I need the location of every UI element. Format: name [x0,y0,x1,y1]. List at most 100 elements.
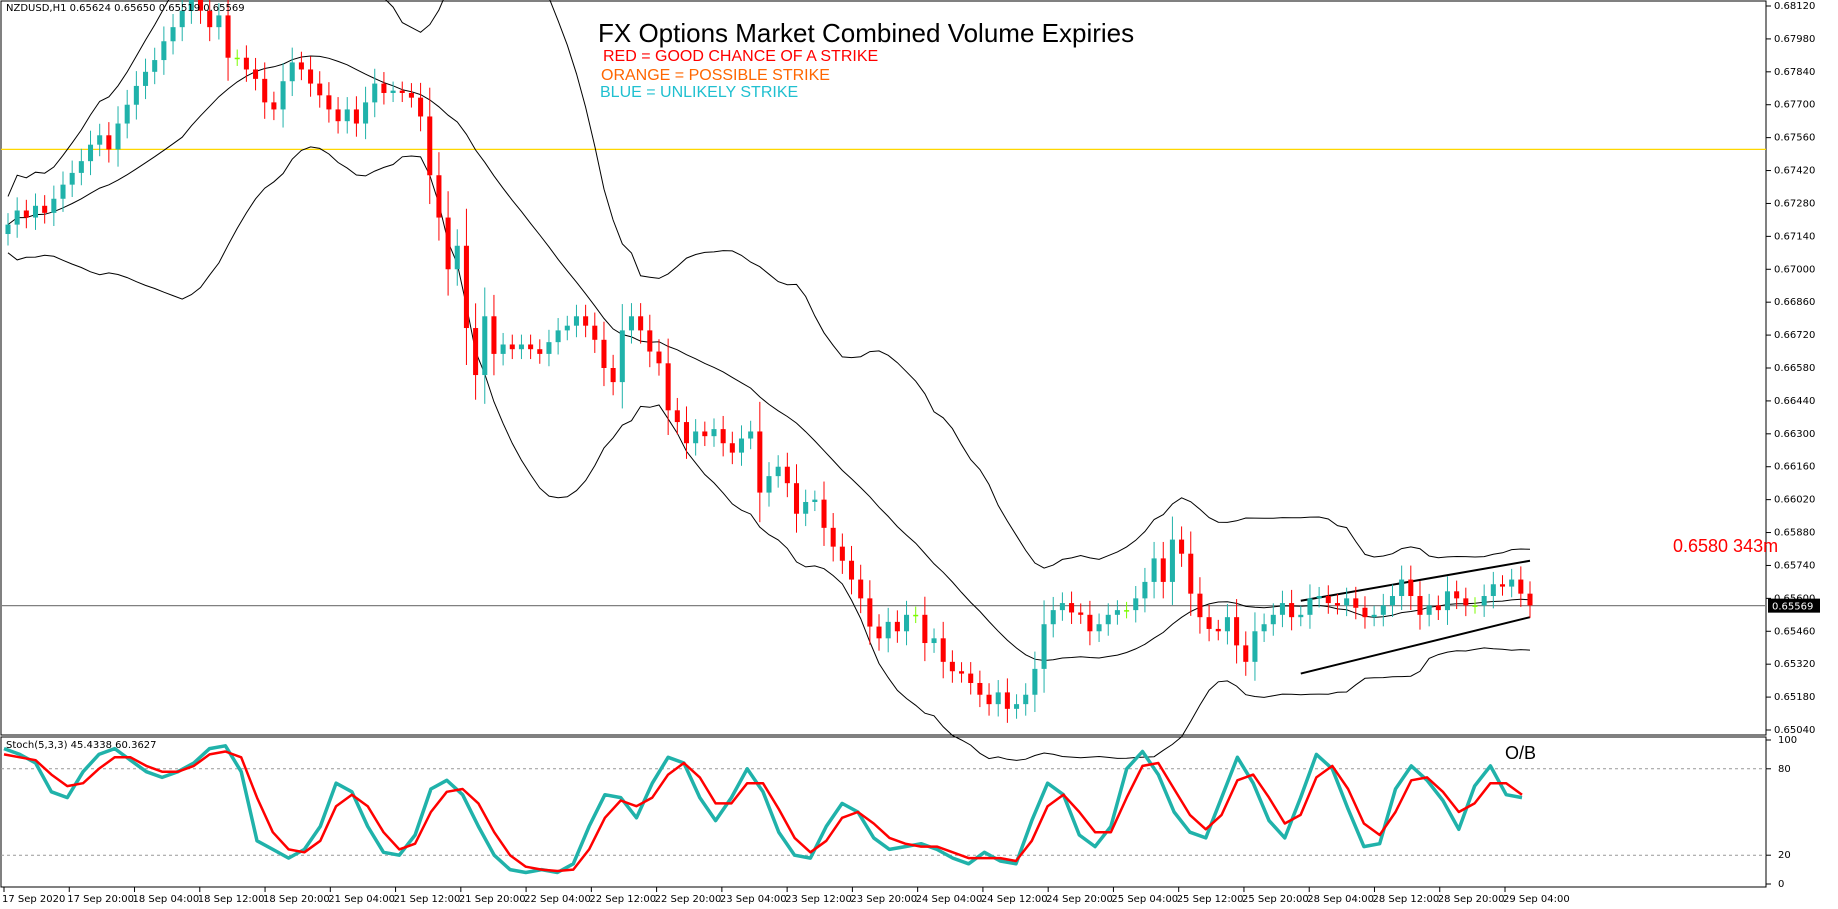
candle [381,83,387,93]
x-tick-label: 21 Sep 12:00 [394,894,461,905]
candle [1454,591,1460,599]
candle [1316,596,1322,599]
chart-title: FX Options Market Combined Volume Expiri… [598,18,1135,48]
candle [1041,624,1047,669]
candle [1435,605,1441,611]
x-tick-label: 25 Sep 20:00 [1242,894,1309,905]
candle [51,198,57,213]
x-tick-label: 21 Sep 20:00 [459,894,526,905]
x-tick-label: 23 Sep 20:00 [850,894,917,905]
candle [1270,614,1276,625]
candle [1444,591,1451,611]
candle [748,431,754,439]
candle [1206,617,1212,629]
stoch-signal-line [3,750,1523,873]
y-tick-label: 0.65040 [1774,725,1815,736]
candle [1114,610,1120,615]
candle [1188,553,1194,594]
candle [1261,624,1267,632]
candle [344,109,350,122]
x-tick-label: 25 Sep 04:00 [1111,894,1178,905]
stochastic-panel [0,736,1767,888]
candle [1224,617,1230,632]
candle [280,81,286,110]
candle [518,344,524,350]
x-tick-label: 21 Sep 04:00 [328,894,395,905]
candle [1069,603,1075,613]
candle [1298,614,1304,618]
candle [1234,617,1240,646]
x-tick-label: 22 Sep 12:00 [589,894,656,905]
candle [839,546,845,561]
candle [23,210,29,218]
candle [573,316,579,326]
candle [152,60,158,72]
candle [1527,593,1533,606]
candle [1481,596,1487,606]
candle [491,316,497,354]
ob-annotation: O/B [1505,743,1537,763]
candle [821,499,827,528]
candle [711,429,717,437]
x-tick-label: 24 Sep 20:00 [1046,894,1113,905]
candle [674,410,680,423]
x-tick-label: 29 Sep 04:00 [1503,894,1570,905]
bollinger-upper [7,0,1531,569]
legend-blue: BLUE = UNLIKELY STRIKE [600,84,799,101]
candle [656,351,662,364]
candle [1160,558,1166,582]
candle [1408,579,1414,597]
candle [5,224,11,235]
bollinger-lower [7,146,1531,761]
candle [60,184,66,199]
candle [904,614,910,632]
stoch-y-tick-label: 20 [1778,850,1791,861]
candle [390,90,396,93]
y-tick-label: 0.68120 [1774,1,1815,12]
x-tick-label: 23 Sep 04:00 [720,894,787,905]
candle [784,466,790,484]
candle [1353,598,1359,608]
candle [913,614,919,617]
candle [1197,593,1203,618]
candle [528,344,534,350]
candle [473,328,479,376]
y-tick-label: 0.65740 [1774,560,1815,571]
candle [42,205,48,213]
candle [1087,614,1093,632]
candle [115,123,121,150]
stochastic-label: Stoch(5,3,3) 45.4338 60.3627 [6,740,157,751]
y-tick-label: 0.65180 [1774,692,1815,703]
y-tick-label: 0.66020 [1774,495,1815,506]
candle [1509,579,1515,587]
y-tick-label: 0.67280 [1774,198,1815,209]
candle [1362,607,1368,618]
candle [766,476,772,493]
candle [188,0,194,11]
candle [1023,694,1029,705]
candle [564,325,570,331]
candle [1389,596,1395,606]
candle [253,69,259,79]
channel-lower-line [1300,616,1531,675]
y-tick-label: 0.66580 [1774,363,1815,374]
x-tick-label: 23 Sep 12:00 [785,894,852,905]
y-tick-label: 0.67420 [1774,166,1815,177]
candle [1380,605,1386,615]
candle [757,431,763,493]
candle [289,62,295,82]
y-tick-label: 0.67700 [1774,100,1815,111]
candle [977,682,983,695]
candle [133,85,139,105]
candle [592,325,598,340]
candle [1289,603,1295,618]
candle [628,316,634,331]
candle [1096,624,1102,632]
candle [1371,614,1377,618]
candle [738,438,745,453]
candle [317,83,323,96]
x-tick-label: 17 Sep 2020 [2,894,65,905]
x-tick-label: 24 Sep 04:00 [916,894,983,905]
y-tick-label: 0.66860 [1774,297,1815,308]
